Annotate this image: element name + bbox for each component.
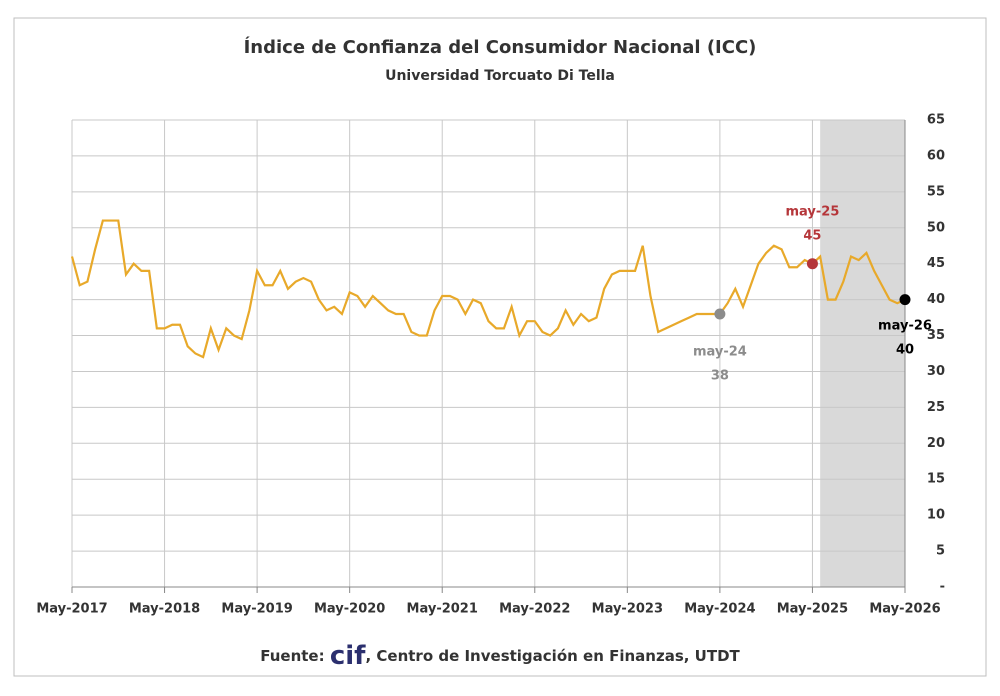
x-tick-label: May-2021 [407, 602, 478, 617]
y-tick-label: 45 [927, 256, 945, 271]
x-tick-label: May-2019 [221, 602, 292, 617]
chart-subtitle: Universidad Torcuato Di Tella [385, 68, 615, 84]
plot: - 5 10 15 20 25 30 35 40 45 50 55 60 65 May-2017 May-20… [36, 113, 945, 617]
annotation-marker [899, 294, 911, 306]
x-tick-label: May-2025 [777, 602, 848, 617]
annotation-value: 38 [711, 369, 729, 384]
chart-title: Índice de Confianza del Consumidor Nacio… [244, 36, 757, 58]
y-tick-label: 55 [927, 184, 945, 199]
x-tick-label: May-2020 [314, 602, 385, 617]
y-tick-label: 50 [927, 220, 945, 235]
x-tick-label: May-2017 [36, 602, 107, 617]
y-tick-label: 20 [927, 436, 945, 451]
x-tick-label: May-2018 [129, 602, 200, 617]
annotation-marker [714, 308, 726, 320]
annotation-value: 45 [803, 229, 821, 244]
annotation-marker [806, 258, 818, 270]
y-tick-label: 60 [927, 148, 945, 163]
annotation-value: 40 [896, 343, 914, 358]
shaded-period [820, 120, 905, 587]
annotation-label: may-24 [693, 345, 747, 360]
annotation-label: may-26 [878, 319, 932, 334]
x-tick-label: May-2022 [499, 602, 570, 617]
footer: Fuente: cif, Centro de Investigación en … [260, 641, 740, 671]
x-tick-label: May-2023 [592, 602, 663, 617]
footer-brand: cif [330, 641, 366, 671]
y-tick-label: 65 [927, 113, 945, 128]
y-tick-label: 25 [927, 400, 945, 415]
x-tick-label: May-2024 [684, 602, 755, 617]
y-tick-label: 15 [927, 472, 945, 487]
annotation-label: may-25 [785, 205, 839, 220]
y-tick-label: 35 [927, 328, 945, 343]
y-tick-label: 10 [927, 508, 945, 523]
y-tick-label: 40 [927, 292, 945, 307]
x-tick-label: May-2026 [869, 602, 940, 617]
y-tick-label: 30 [927, 364, 945, 379]
y-tick-label: 5 [936, 544, 945, 559]
line-series [70, 219, 906, 359]
footer-text: , Centro de Investigación en Finanzas, U… [365, 647, 740, 665]
y-tick-label: - [940, 580, 945, 595]
footer-prefix: Fuente: [260, 647, 324, 665]
